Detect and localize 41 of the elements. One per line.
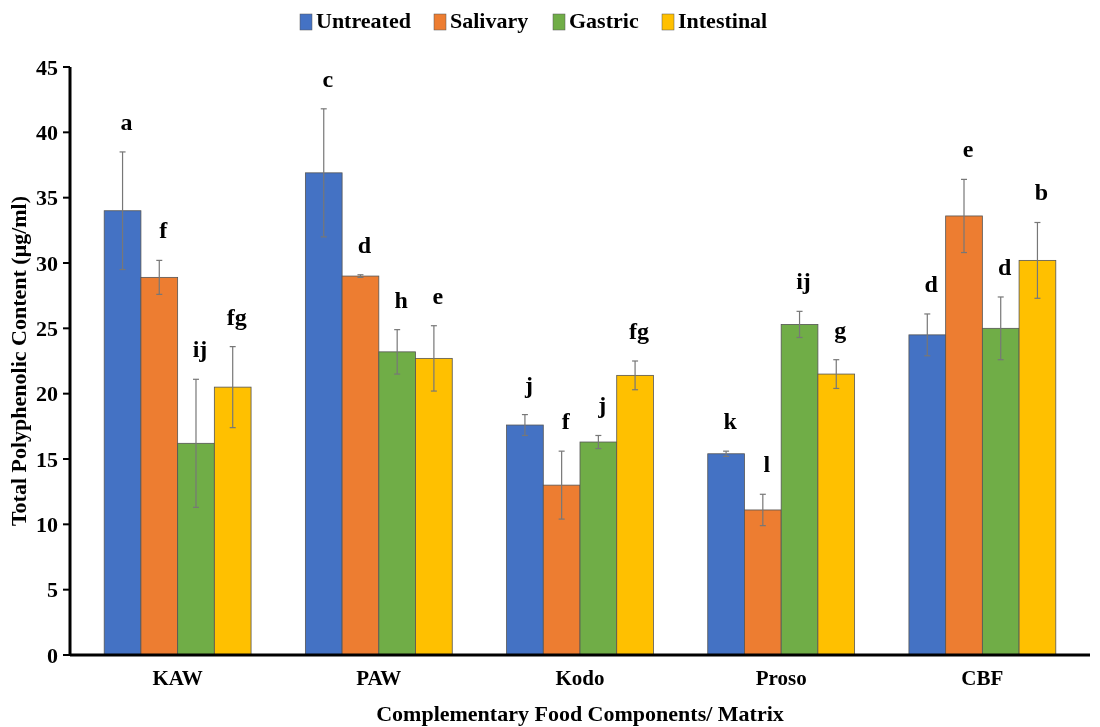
annotation: h (394, 286, 408, 313)
x-tick-label: Proso (755, 666, 807, 690)
annotation: fg (226, 303, 247, 330)
annotation: g (834, 316, 847, 343)
annotation: f (561, 408, 571, 435)
y-tick-label: 0 (47, 642, 58, 668)
x-axis-title: Complementary Food Components/ Matrix (376, 701, 784, 726)
annotation: e (432, 282, 444, 309)
annotation: b (1034, 179, 1049, 206)
y-tick-label: 20 (36, 381, 58, 407)
y-tick-label: 30 (36, 250, 58, 276)
legend-label: Salivary (450, 8, 529, 33)
y-tick-label: 40 (36, 120, 58, 146)
annotation: ij (796, 268, 811, 295)
y-tick-label: 35 (36, 185, 58, 211)
annotation: f (159, 217, 169, 244)
x-tick-label: CBF (961, 666, 1004, 690)
annotation: l (763, 451, 771, 478)
x-tick-label: Kodo (555, 666, 605, 690)
annotation: e (962, 136, 974, 163)
y-tick-label: 5 (47, 577, 58, 603)
y-tick-label: 10 (36, 512, 58, 538)
x-tick-label: PAW (356, 666, 402, 690)
annotation: k (723, 408, 738, 435)
y-tick-label: 25 (36, 316, 58, 342)
legend-label: Gastric (569, 8, 639, 33)
x-tick-label: KAW (152, 666, 203, 690)
annotation: d (998, 253, 1013, 280)
annotation: a (120, 108, 133, 135)
annotation: j (523, 371, 533, 398)
y-tick-label: 15 (36, 446, 58, 472)
annotation: ij (192, 336, 208, 363)
y-axis-title: Total Polyphenolic Content (μg/ml) (6, 195, 31, 527)
legend-label: Intestinal (678, 8, 768, 33)
annotation: c (322, 65, 334, 92)
annotation: d (357, 231, 372, 258)
annotation: fg (629, 318, 650, 344)
annotation: j (597, 392, 607, 419)
annotation: d (924, 270, 939, 297)
y-tick-label: 45 (36, 54, 58, 80)
legend-label: Untreated (316, 8, 411, 33)
